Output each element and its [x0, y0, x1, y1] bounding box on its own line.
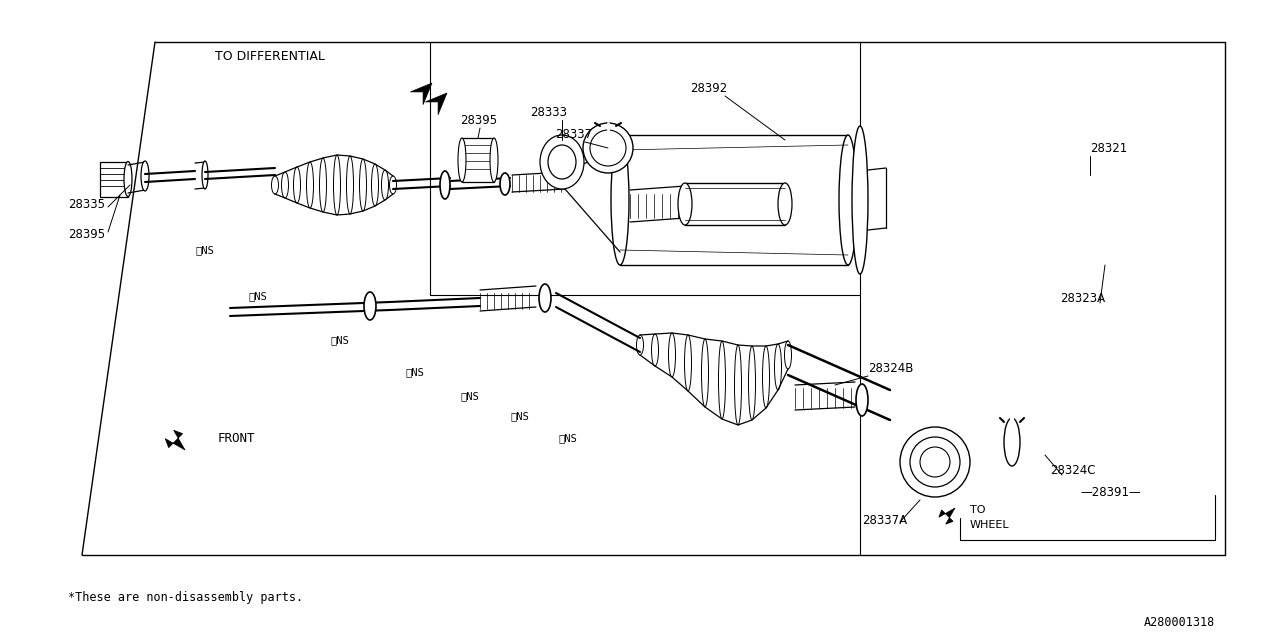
Text: TO DIFFERENTIAL: TO DIFFERENTIAL	[215, 49, 325, 63]
Ellipse shape	[548, 145, 576, 179]
Text: 28324B: 28324B	[868, 362, 914, 374]
Text: 28395: 28395	[68, 228, 105, 241]
Text: 28395: 28395	[460, 113, 497, 127]
Ellipse shape	[540, 135, 584, 189]
Text: ※NS: ※NS	[248, 291, 266, 301]
Text: 28392: 28392	[690, 81, 727, 95]
Text: TO: TO	[970, 505, 986, 515]
Text: 28337: 28337	[556, 129, 593, 141]
Text: 28335: 28335	[68, 198, 105, 211]
Ellipse shape	[440, 171, 451, 199]
Text: ※NS: ※NS	[404, 367, 424, 377]
Ellipse shape	[582, 123, 634, 173]
Ellipse shape	[500, 173, 509, 195]
Text: *These are non-disassembly parts.: *These are non-disassembly parts.	[68, 591, 303, 605]
Ellipse shape	[611, 135, 628, 265]
Polygon shape	[938, 508, 955, 524]
Ellipse shape	[141, 161, 148, 191]
Text: FRONT: FRONT	[218, 431, 256, 445]
Text: 28321: 28321	[1091, 141, 1128, 154]
Ellipse shape	[678, 183, 692, 225]
Ellipse shape	[124, 161, 132, 196]
Text: ※NS: ※NS	[330, 335, 348, 345]
Bar	[685, 183, 785, 225]
Ellipse shape	[202, 161, 207, 189]
Text: ※NS: ※NS	[558, 433, 577, 443]
Ellipse shape	[856, 384, 868, 416]
Ellipse shape	[778, 183, 792, 225]
Ellipse shape	[838, 135, 858, 265]
Ellipse shape	[539, 284, 550, 312]
Text: 28323A: 28323A	[1060, 291, 1105, 305]
Text: 28333: 28333	[530, 106, 567, 118]
Ellipse shape	[900, 427, 970, 497]
Text: —28391—: —28391—	[1080, 486, 1140, 499]
Text: A280001318: A280001318	[1144, 616, 1215, 628]
Ellipse shape	[364, 292, 376, 320]
Text: ※NS: ※NS	[195, 245, 214, 255]
Text: WHEEL: WHEEL	[970, 520, 1010, 530]
Polygon shape	[165, 430, 186, 450]
Ellipse shape	[852, 126, 868, 274]
Polygon shape	[425, 93, 447, 115]
Ellipse shape	[1004, 418, 1020, 466]
Text: ※NS: ※NS	[509, 411, 529, 421]
Bar	[620, 135, 849, 265]
Text: 28324C: 28324C	[1050, 463, 1096, 477]
Text: ※NS: ※NS	[460, 391, 479, 401]
Text: 28337A: 28337A	[861, 513, 908, 527]
Bar	[100, 162, 128, 197]
Ellipse shape	[490, 138, 498, 182]
Polygon shape	[411, 83, 433, 104]
Ellipse shape	[458, 138, 466, 182]
Bar	[462, 138, 494, 182]
